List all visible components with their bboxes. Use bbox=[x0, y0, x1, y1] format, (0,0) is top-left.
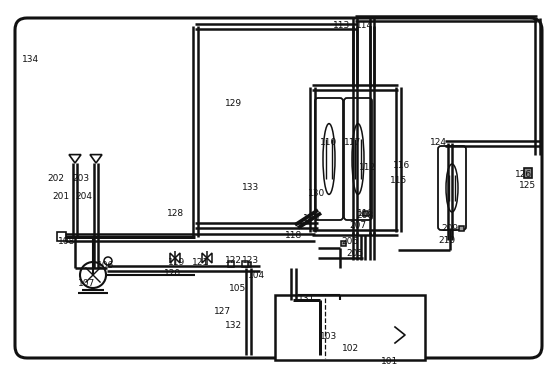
Text: 119: 119 bbox=[168, 258, 185, 267]
Text: 107: 107 bbox=[78, 279, 95, 288]
Text: 123: 123 bbox=[242, 256, 259, 265]
Text: 102: 102 bbox=[342, 344, 359, 353]
Polygon shape bbox=[69, 154, 81, 163]
Text: 120: 120 bbox=[164, 269, 181, 278]
Text: 101: 101 bbox=[381, 357, 398, 366]
Text: 209: 209 bbox=[441, 224, 458, 233]
Text: 109: 109 bbox=[303, 214, 320, 223]
Text: 133: 133 bbox=[242, 183, 259, 192]
Text: 105: 105 bbox=[229, 284, 246, 293]
Text: 134: 134 bbox=[22, 55, 39, 64]
Text: 116: 116 bbox=[393, 161, 410, 170]
Polygon shape bbox=[170, 253, 180, 263]
Text: 125: 125 bbox=[519, 181, 536, 190]
Text: 121: 121 bbox=[192, 258, 209, 267]
Text: 111: 111 bbox=[357, 209, 374, 218]
Bar bbox=[57, 232, 66, 241]
Text: 112: 112 bbox=[359, 163, 376, 172]
Ellipse shape bbox=[323, 123, 335, 194]
Text: 106: 106 bbox=[97, 261, 114, 270]
Bar bbox=[341, 240, 346, 245]
Text: 110: 110 bbox=[320, 138, 337, 147]
Ellipse shape bbox=[352, 123, 364, 194]
FancyBboxPatch shape bbox=[438, 146, 466, 230]
Text: 115: 115 bbox=[390, 176, 407, 185]
Text: 204: 204 bbox=[75, 192, 92, 201]
Text: 103: 103 bbox=[320, 332, 337, 341]
Bar bbox=[242, 261, 248, 267]
Text: 129: 129 bbox=[225, 99, 242, 108]
Text: 210: 210 bbox=[438, 236, 455, 245]
Text: 104: 104 bbox=[248, 271, 265, 280]
Text: 128: 128 bbox=[167, 209, 184, 218]
Text: 202: 202 bbox=[47, 174, 64, 183]
Text: 108: 108 bbox=[58, 237, 75, 246]
Text: 132: 132 bbox=[225, 321, 242, 330]
Polygon shape bbox=[202, 253, 212, 263]
Bar bbox=[228, 261, 234, 267]
FancyBboxPatch shape bbox=[344, 98, 372, 220]
Text: 201: 201 bbox=[52, 192, 69, 201]
Text: 206: 206 bbox=[341, 237, 358, 246]
Circle shape bbox=[104, 257, 112, 265]
Text: 126: 126 bbox=[515, 170, 532, 179]
Bar bbox=[362, 211, 367, 215]
Text: 113: 113 bbox=[333, 21, 350, 30]
Text: 207: 207 bbox=[349, 221, 366, 230]
Text: 118: 118 bbox=[285, 231, 302, 240]
Text: 117: 117 bbox=[344, 138, 361, 147]
Text: 122: 122 bbox=[225, 256, 242, 265]
Text: 130: 130 bbox=[308, 189, 325, 198]
Bar bbox=[458, 226, 463, 230]
FancyBboxPatch shape bbox=[315, 98, 343, 220]
Text: 208: 208 bbox=[356, 211, 373, 220]
Text: 131: 131 bbox=[298, 294, 315, 303]
Text: 124: 124 bbox=[430, 138, 447, 147]
Ellipse shape bbox=[446, 164, 458, 212]
Bar bbox=[275, 295, 425, 360]
Bar bbox=[524, 168, 532, 178]
Text: 203: 203 bbox=[72, 174, 89, 183]
Text: 114: 114 bbox=[356, 21, 373, 30]
Text: 205: 205 bbox=[346, 249, 363, 258]
Polygon shape bbox=[90, 154, 102, 163]
Bar bbox=[245, 261, 250, 267]
Circle shape bbox=[80, 262, 106, 288]
Text: 127: 127 bbox=[214, 307, 231, 316]
